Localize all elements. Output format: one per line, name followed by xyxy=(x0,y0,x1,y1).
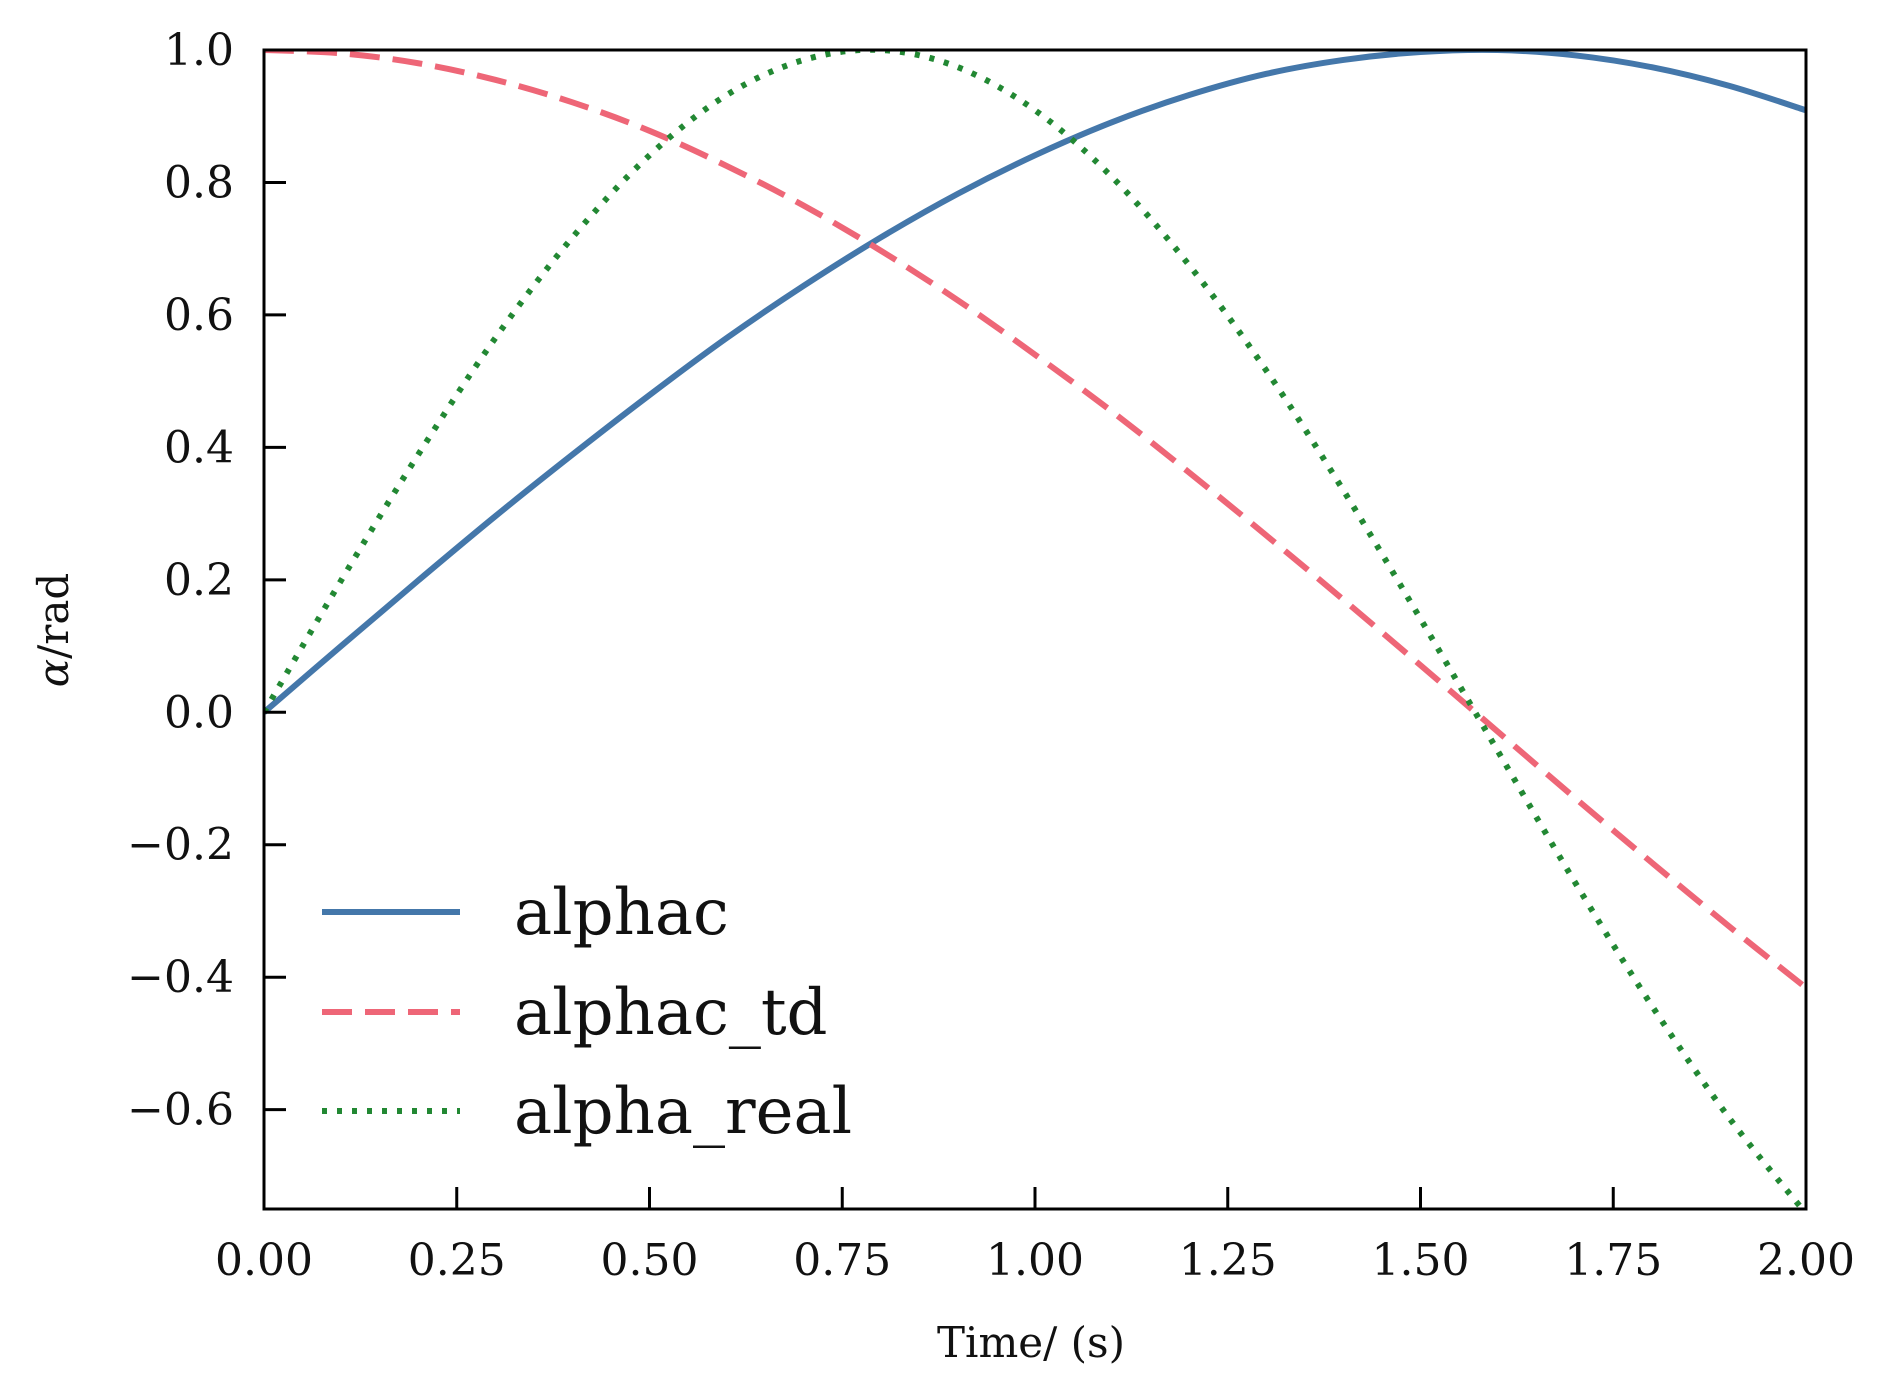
y-tick-label: 1.0 xyxy=(164,25,234,76)
plot-frame xyxy=(262,48,1808,1211)
legend: alphac alphac_td alpha_real xyxy=(322,876,852,1149)
y-tick-label: 0.6 xyxy=(164,290,234,341)
y-tick-label: 0.8 xyxy=(164,157,234,208)
y-tick-labels: −0.6 −0.4 −0.2 0.0 0.2 0.4 0.6 0.8 1.0 xyxy=(127,25,234,1136)
y-tick-label: 0.4 xyxy=(164,422,234,473)
y-tick-label: −0.4 xyxy=(127,952,234,1003)
series-lines xyxy=(264,50,1806,1209)
series-line-alphac_td xyxy=(264,50,1806,991)
x-axis-title: Time/ (s) xyxy=(937,1318,1125,1367)
y-tick-label: −0.6 xyxy=(127,1085,234,1136)
axis-ticks xyxy=(262,48,1808,1209)
x-tick-label: 1.75 xyxy=(1564,1235,1662,1286)
y-axis-unit: /rad xyxy=(29,573,78,659)
y-tick-label: −0.2 xyxy=(127,820,234,871)
x-tick-labels: 0.00 0.25 0.50 0.75 1.00 1.25 1.50 1.75 2.00 xyxy=(215,1235,1855,1286)
y-axis-title: α/rad xyxy=(29,573,78,688)
y-tick-label: 0.2 xyxy=(164,555,234,606)
x-tick-label: 1.50 xyxy=(1372,1235,1470,1286)
x-tick-label: 1.00 xyxy=(986,1235,1084,1286)
y-tick-label: 0.0 xyxy=(164,687,234,738)
x-tick-label: 0.75 xyxy=(793,1235,891,1286)
legend-label-alphac_td: alphac_td xyxy=(514,976,828,1050)
series-line-alphac xyxy=(264,50,1806,715)
x-tick-label: 0.25 xyxy=(408,1235,506,1286)
legend-label-alphac: alphac xyxy=(514,876,729,950)
x-tick-label: 0.00 xyxy=(215,1235,313,1286)
y-axis-symbol: α xyxy=(29,659,78,687)
series-line-alpha_real xyxy=(264,50,1806,1209)
x-tick-label: 0.50 xyxy=(601,1235,699,1286)
x-tick-label: 1.25 xyxy=(1179,1235,1277,1286)
legend-label-alpha_real: alpha_real xyxy=(514,1075,852,1149)
x-tick-label: 2.00 xyxy=(1757,1235,1855,1286)
